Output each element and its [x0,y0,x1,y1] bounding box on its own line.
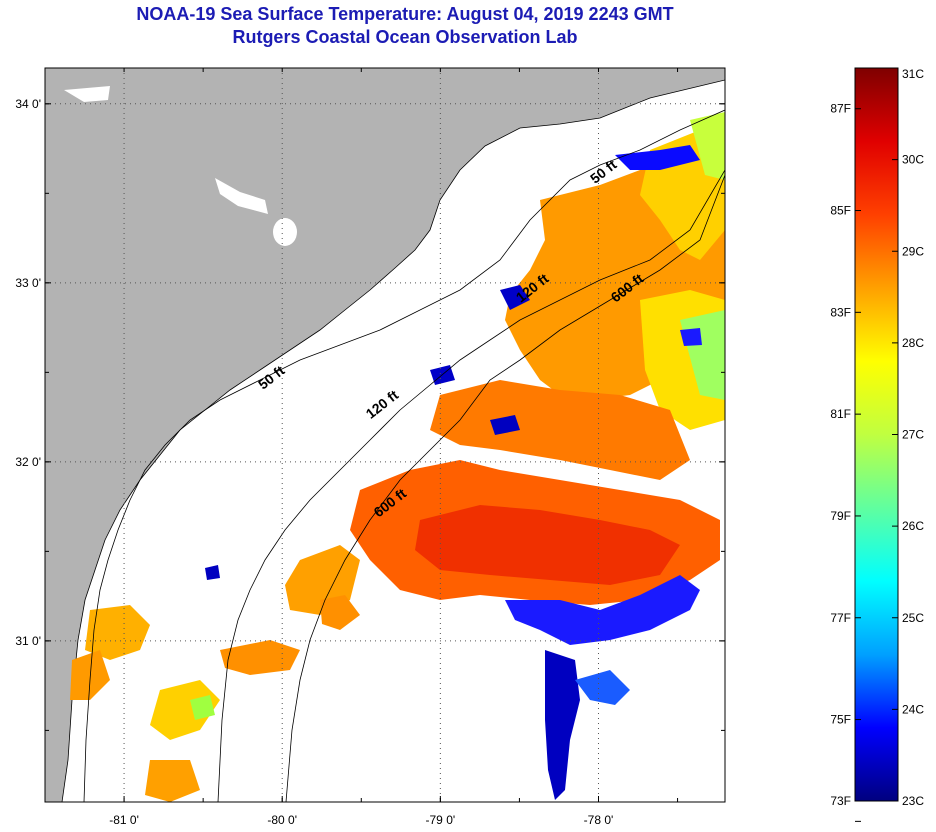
map-subtitle: Rutgers Coastal Ocean Observation Lab [232,27,578,47]
lon-tick-label: -80 0' [267,813,297,827]
land-mass [45,68,725,802]
map-title: NOAA-19 Sea Surface Temperature: August … [136,4,674,24]
contour-600ft [285,174,725,802]
celsius-label: 27C [902,428,924,442]
celsius-label: 28C [902,336,924,350]
celsius-label: 26C [902,519,924,533]
lat-tick-label: 32 0' [15,455,41,469]
lat-tick-label: 33 0' [15,276,41,290]
fahrenheit-label: 73F [830,794,851,808]
fahrenheit-label: 75F [830,713,851,727]
depth-contours [83,109,725,802]
coastline [61,79,725,802]
lon-tick-label: -78 0' [584,813,614,827]
fahrenheit-label: 85F [830,204,851,218]
celsius-label: 24C [902,702,924,716]
celsius-label: 30C [902,153,924,167]
lat-tick-label: 31 0' [15,634,41,648]
graticule [45,68,725,802]
axis-ticks: -81 0' -80 0' -79 0' -78 0' 34 0' 33 0' 32 0' 3… [15,68,725,827]
lon-tick-label: -79 0' [426,813,456,827]
lat-tick-label: 34 0' [15,97,41,111]
contour-50ft [83,109,725,802]
fahrenheit-label: 87F [830,102,851,116]
map-frame [44,67,726,803]
temperature-colorbar: 31C 30C 29C 28C 27C 26C 25C 24C 23C 87F 85F 83F 81F 7… [830,67,924,822]
colorbar-gradient [855,68,898,801]
inland-water [64,86,297,246]
fahrenheit-label: 79F [830,509,851,523]
fahrenheit-label: 81F [830,407,851,421]
celsius-label: 23C [902,794,924,808]
fahrenheit-label: 83F [830,305,851,319]
sst-data [70,112,725,802]
contour-120ft [217,169,725,802]
celsius-label: 25C [902,611,924,625]
lon-tick-label: -81 0' [109,813,139,827]
map-area [45,68,725,802]
fahrenheit-label: 77F [830,611,851,625]
celsius-label: 31C [902,67,924,81]
celsius-label: 29C [902,244,924,258]
